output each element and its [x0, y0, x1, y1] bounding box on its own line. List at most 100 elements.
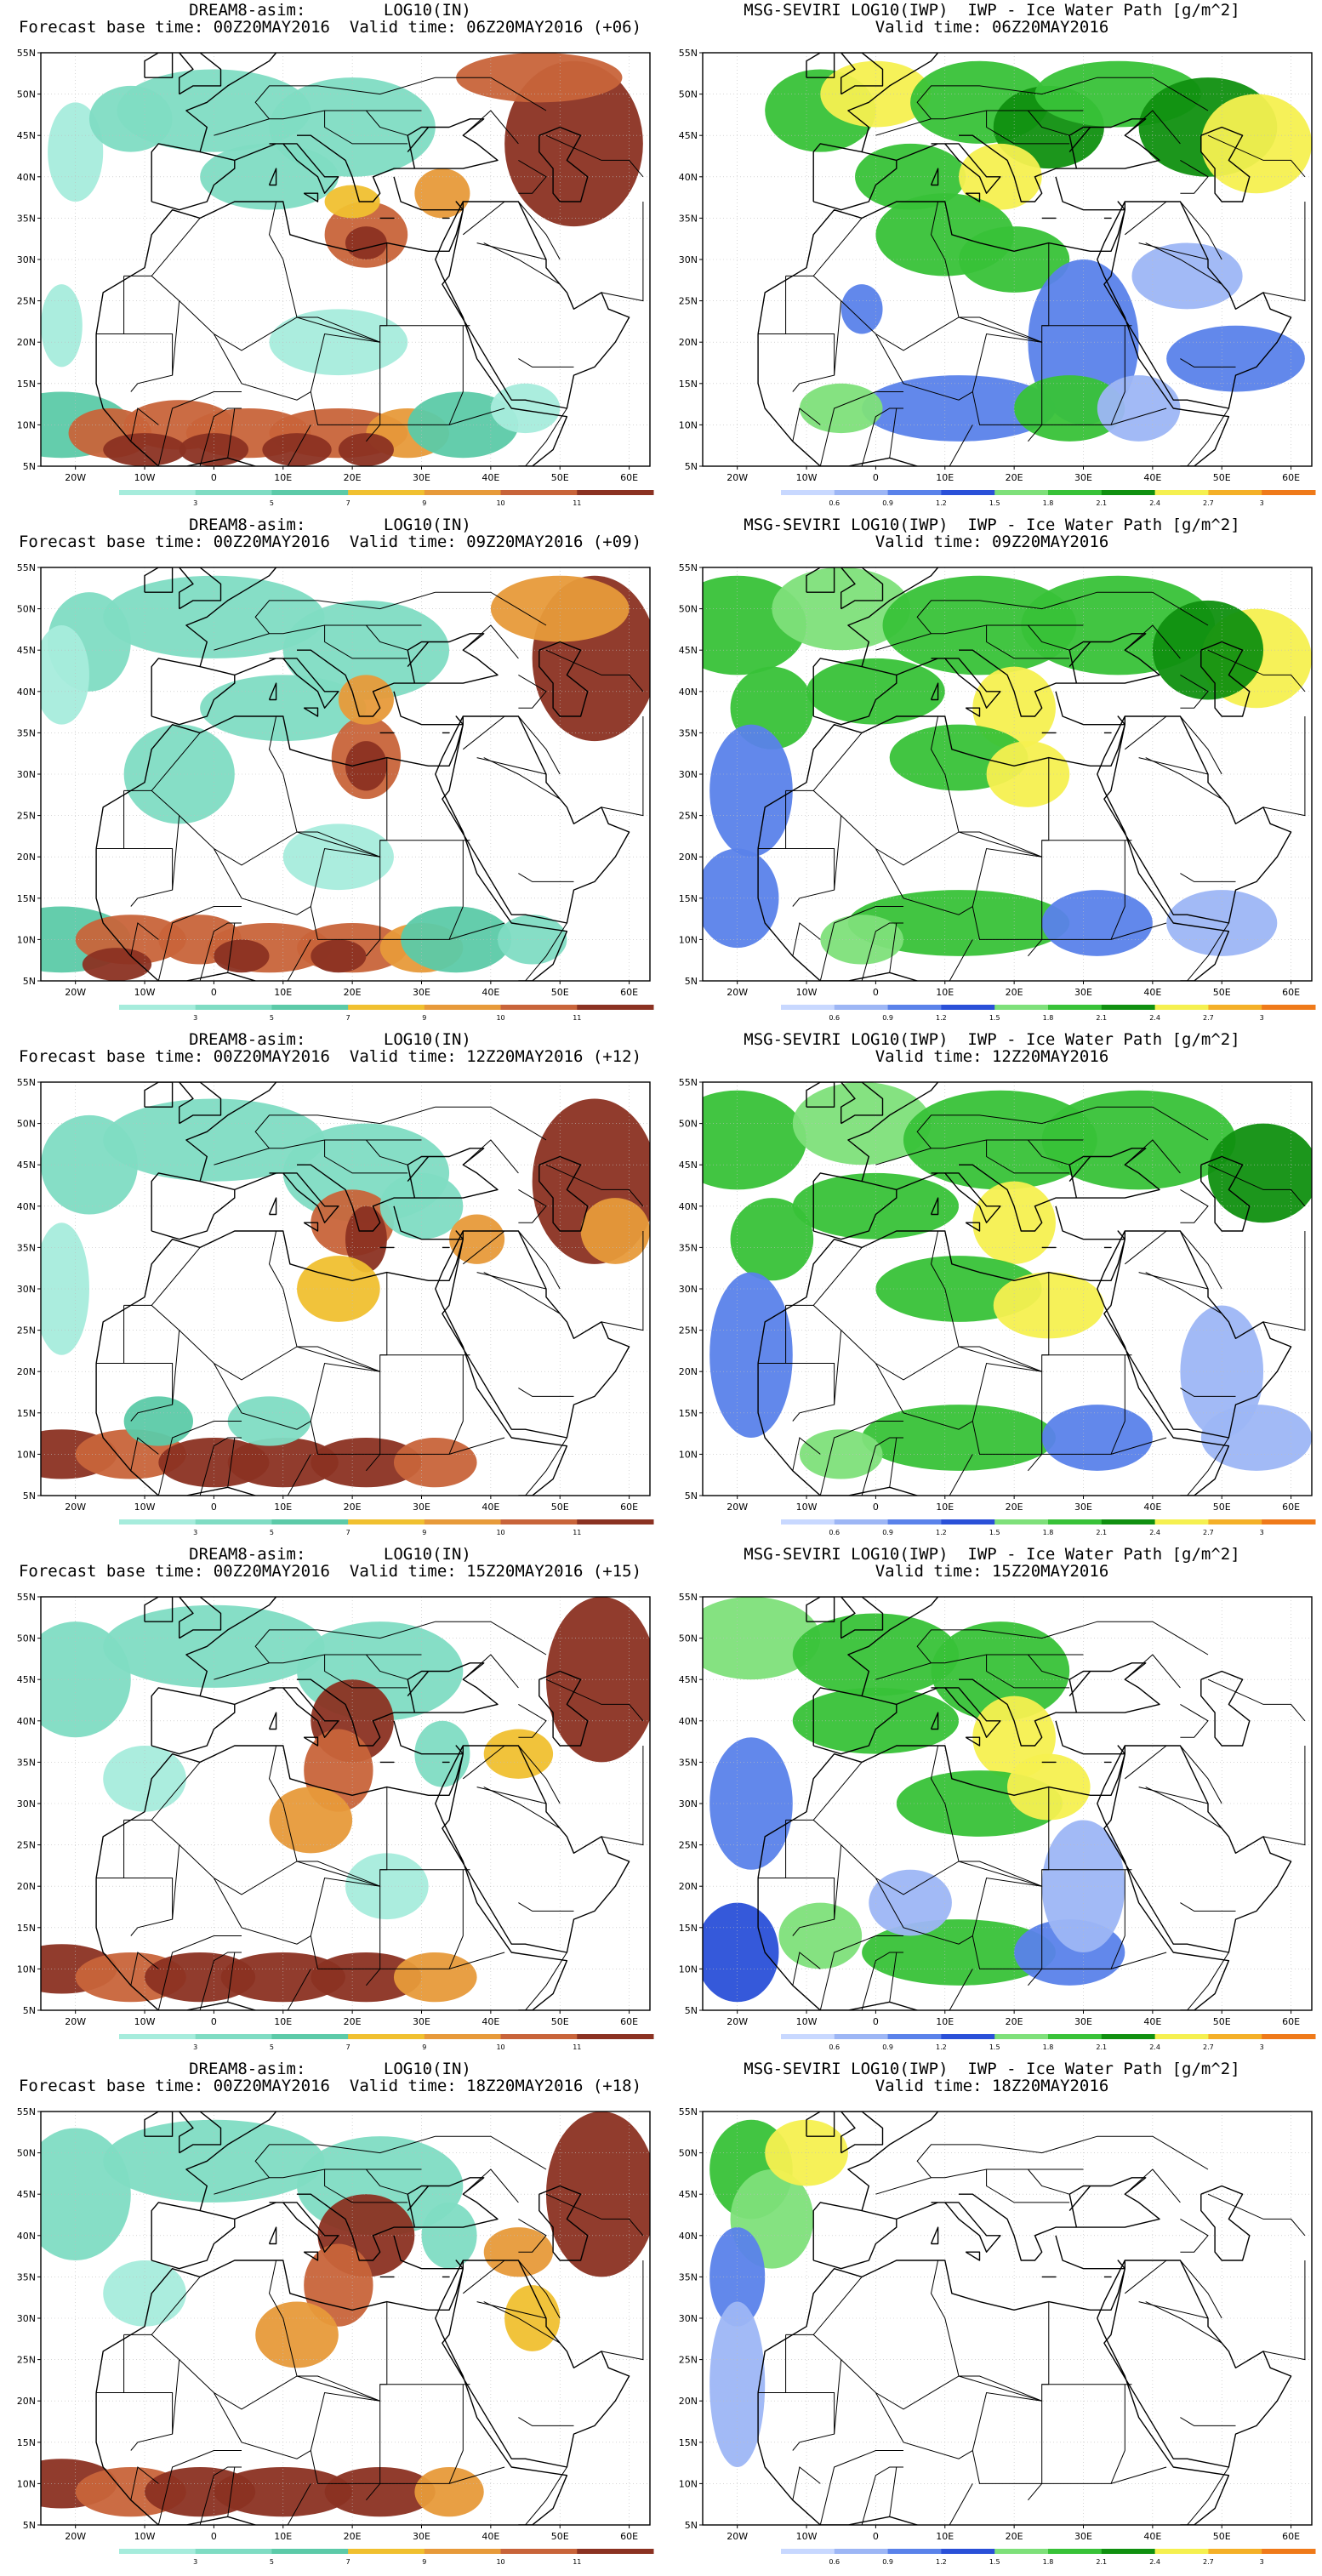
- colorbar-label: 11: [573, 499, 581, 507]
- lon-tick-label: 50E: [1213, 2016, 1231, 2027]
- country-border: [297, 316, 380, 343]
- colorbar-label: 9: [422, 2558, 426, 2566]
- lon-tick-label: 20W: [65, 472, 86, 483]
- lat-tick-label: 5N: [23, 461, 36, 472]
- lat-tick-label: 25N: [17, 1325, 36, 1336]
- country-border: [123, 1363, 174, 1405]
- coastline: [847, 53, 939, 152]
- lon-tick-label: 40E: [1143, 987, 1161, 998]
- country-border: [785, 1762, 863, 1821]
- country-border: [476, 1787, 547, 1804]
- country-border: [1186, 1437, 1229, 1496]
- field-patch: [799, 383, 883, 434]
- dream-panel-row-2: DREAM8-asim: LOG10(IN) Forecast base tim…: [0, 515, 660, 1029]
- coastline: [847, 2112, 939, 2211]
- lon-tick-label: 0: [873, 1502, 879, 1513]
- field-patch: [41, 625, 89, 725]
- dream-subtitle-5: Forecast base time: 00Z20MAY2016 Valid t…: [18, 2077, 642, 2095]
- coastline: [151, 658, 236, 726]
- colorbar-label: 1.8: [1043, 499, 1054, 507]
- field-patch: [972, 1181, 1056, 1264]
- country-border: [889, 1952, 897, 2003]
- lon-tick-label: 60E: [1282, 2016, 1300, 2027]
- lat-tick-label: 5N: [685, 2520, 698, 2531]
- country-border: [861, 922, 903, 981]
- country-border: [213, 1877, 380, 1945]
- country-border: [518, 358, 574, 368]
- colorbar-swatch: [195, 2034, 272, 2039]
- colorbar-swatch: [195, 1519, 272, 1525]
- seviri-title-1: MSG-SEVIRI LOG10(IWP) IWP - Ice Water Pa…: [744, 1, 1240, 20]
- country-border: [758, 1820, 787, 1878]
- coastline: [812, 1687, 897, 1755]
- country-border: [959, 2375, 1042, 2402]
- colorbar-swatch: [500, 1519, 578, 1525]
- coastline: [185, 2112, 277, 2211]
- coastline: [757, 1745, 1292, 2010]
- country-border: [1138, 1787, 1209, 1804]
- lat-tick-label: 10N: [17, 934, 36, 945]
- coastline: [840, 567, 884, 610]
- country-border: [1110, 1952, 1167, 1969]
- country-border: [916, 77, 1209, 120]
- field-patch: [304, 2243, 373, 2327]
- lat-tick-label: 55N: [17, 1592, 36, 1603]
- country-border: [1124, 110, 1181, 145]
- colorbar-swatch: [887, 490, 942, 495]
- colorbar-label: 5: [270, 2043, 274, 2051]
- lon-tick-label: 50E: [551, 2016, 569, 2027]
- coastline: [812, 2202, 897, 2270]
- colorbar-label: 5: [270, 1014, 274, 1022]
- country-border: [518, 1745, 561, 1804]
- lon-tick-label: 40E: [482, 2016, 499, 2027]
- colorbar-swatch: [834, 2549, 889, 2554]
- country-border: [1138, 1272, 1209, 1290]
- country-border: [324, 1655, 408, 1689]
- country-border: [1207, 1164, 1306, 1207]
- country-border: [123, 2277, 201, 2335]
- country-border: [1180, 358, 1236, 368]
- lat-tick-label: 40N: [679, 687, 698, 698]
- colorbar-swatch: [1048, 2549, 1103, 2554]
- coastline: [303, 1736, 319, 1747]
- lon-tick-label: 10W: [796, 987, 818, 998]
- coastline: [1055, 2235, 1125, 2270]
- colorbar-swatch: [1048, 1005, 1103, 1010]
- field-patch: [338, 675, 394, 725]
- country-border: [518, 2260, 561, 2319]
- coastline: [268, 682, 277, 701]
- lat-tick-label: 50N: [679, 1633, 698, 1644]
- country-border: [1124, 2169, 1181, 2203]
- colorbar-label: 2.1: [1096, 2043, 1107, 2051]
- country-border: [1180, 2218, 1209, 2253]
- coastline: [393, 1205, 464, 1240]
- lat-tick-label: 50N: [679, 2148, 698, 2159]
- country-border: [227, 922, 236, 973]
- coastline: [95, 333, 257, 466]
- country-border: [157, 1935, 242, 2010]
- colorbar-swatch: [195, 490, 272, 495]
- field-patch: [792, 1082, 932, 1165]
- coastline: [178, 53, 222, 95]
- lat-tick-label: 30N: [679, 2313, 698, 2324]
- colorbar-swatch: [424, 2034, 502, 2039]
- colorbar-swatch: [500, 2549, 578, 2554]
- lon-tick-label: 10E: [274, 1502, 292, 1513]
- lon-tick-label: 20E: [344, 472, 362, 483]
- colorbar-swatch: [941, 1005, 995, 1010]
- lon-tick-label: 10E: [936, 2531, 954, 2542]
- country-border: [297, 1346, 380, 1372]
- coastline: [303, 2251, 319, 2261]
- colorbar-label: 7: [346, 2558, 350, 2566]
- country-border: [959, 1861, 1042, 1887]
- country-border: [324, 1140, 408, 1174]
- field-patch: [227, 1437, 339, 1488]
- lat-tick-label: 5N: [23, 2520, 36, 2531]
- colorbar-label: 0.6: [829, 2558, 840, 2566]
- country-border: [1180, 1388, 1236, 1397]
- country-border: [875, 1877, 1042, 1945]
- colorbar-swatch: [271, 2034, 349, 2039]
- country-border: [199, 2466, 242, 2525]
- coastline: [95, 2392, 257, 2525]
- colorbar-label: 2.1: [1096, 1529, 1107, 1536]
